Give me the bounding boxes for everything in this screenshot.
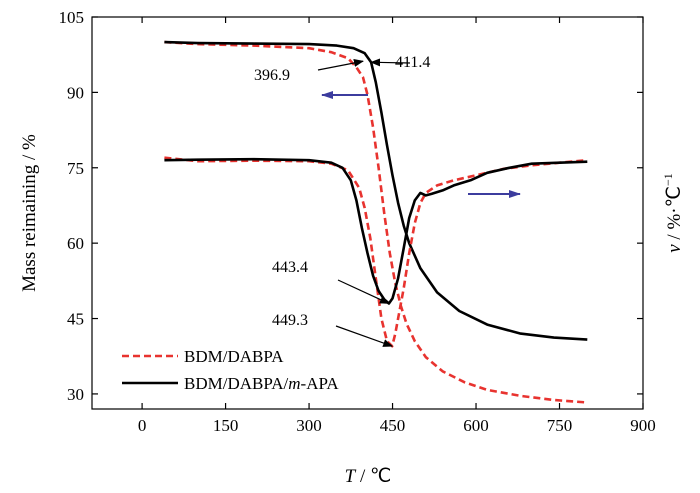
- x-axis-unit: / ℃: [355, 466, 391, 487]
- x-axis-var: T: [345, 466, 357, 487]
- x-tick-label-5: 750: [547, 416, 573, 435]
- y-tick-label-1: 45: [67, 310, 84, 329]
- x-tick-label-0: 0: [138, 416, 147, 435]
- legend: BDM/DABPA BDM/DABPA/m-APA: [122, 347, 339, 393]
- y2-axis-sup: −1: [661, 173, 675, 186]
- legend-label-mapa: BDM/DABPA/m-APA: [184, 374, 339, 393]
- x-axis-title: T / ℃: [345, 466, 392, 487]
- annotation-label-2: 443.4: [272, 259, 308, 276]
- legend-label-dabpa: BDM/DABPA: [184, 347, 284, 366]
- annotation-leader-3: [335, 325, 394, 347]
- series-line-3-rate: [164, 157, 588, 305]
- annotations-group: 411.4 396.9 443.4 449.3: [254, 54, 430, 347]
- y-tick-label-4: 90: [67, 83, 84, 102]
- annotation-leader-0: [370, 58, 411, 67]
- legend-label-mapa-prefix: BDM/DABPA/: [184, 374, 289, 393]
- y-axis-title: Mass reimaining / %: [19, 134, 40, 292]
- annotation-leader-2: [337, 279, 390, 305]
- y-tick-label-0: 30: [67, 385, 84, 404]
- series-line-1-mass: [164, 40, 588, 341]
- x-tick-label-1: 150: [213, 416, 239, 435]
- annotation-leader-1: [317, 59, 364, 71]
- annotation-label-0: 411.4: [395, 54, 430, 71]
- plot-frame: [91, 16, 644, 410]
- y2-axis-var: v: [664, 244, 685, 253]
- y2-axis-unit: / %·℃: [664, 186, 685, 244]
- series-line-0-mass: [164, 40, 588, 404]
- annotation-label-3: 449.3: [272, 312, 308, 329]
- ticks-group: [92, 16, 644, 409]
- legend-label-mapa-italic: m: [288, 374, 300, 393]
- y2-axis-title: v / %·℃−1: [661, 173, 685, 253]
- tick-labels-group: 0 150 300 450 600 750 900 30 45 60 75 90 105: [59, 8, 656, 435]
- x-tick-label-6: 900: [630, 416, 656, 435]
- x-tick-label-3: 450: [380, 416, 406, 435]
- annotation-label-1: 396.9: [254, 67, 290, 84]
- x-tick-label-2: 300: [296, 416, 322, 435]
- legend-label-mapa-suffix: -APA: [301, 374, 340, 393]
- y-tick-label-5: 105: [59, 8, 85, 27]
- y-tick-label-2: 60: [67, 234, 84, 253]
- x-tick-label-4: 600: [463, 416, 489, 435]
- series-group: [164, 40, 588, 404]
- y-tick-label-3: 75: [67, 159, 84, 178]
- series-line-2-rate: [164, 156, 588, 348]
